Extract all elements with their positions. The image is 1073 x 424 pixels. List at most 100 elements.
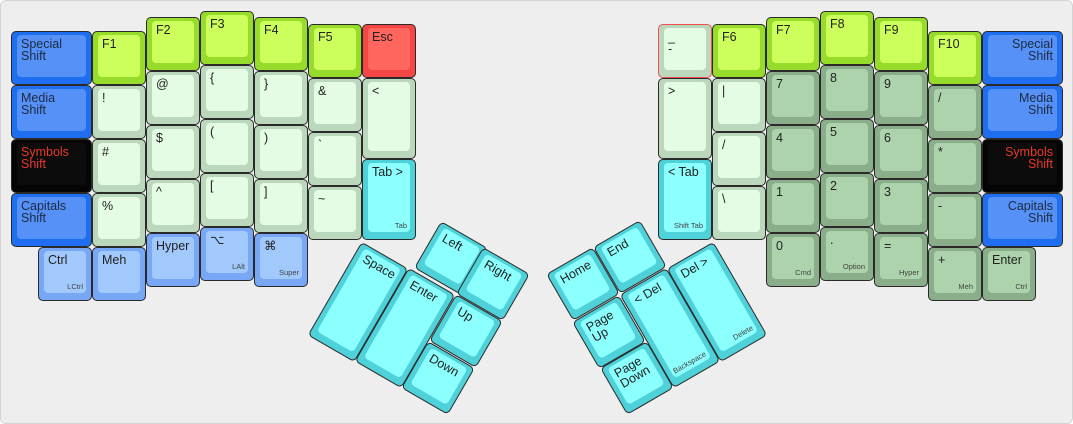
key-5: 5 [820,119,874,173]
keycap: _ - [664,28,706,70]
key-symbol: * [928,139,982,193]
key-label: F4 [264,23,279,37]
key-symbol: / [712,132,766,186]
key-label: / [722,138,726,152]
key-label: \ [722,192,726,206]
key-label: 6 [884,131,891,145]
key-label: ( [210,125,215,139]
key-symbol: = Hyper [874,233,928,287]
key-sublabel: Shift Tab [673,221,703,230]
keycap: 9 [880,75,922,117]
keycap: } [260,75,302,117]
key-label: Symbols Shift [21,145,69,171]
key-sublabel: Cmd [795,268,811,277]
key-label: Up [454,304,476,325]
key-f7: F7 [766,17,820,71]
keycap: ] [260,183,302,225]
key-sublabel: Tab [394,221,407,230]
key-special-shift: Special Shift [11,31,92,85]
key-f8: F8 [820,11,874,65]
keycap: ` [314,136,356,178]
key-label: Hyper [156,239,190,253]
keycap: 7 [772,75,814,117]
key-symbol: { [200,65,254,119]
key-label: . [830,233,834,247]
key-label: Meh [102,253,127,267]
key-symbol: - [928,193,982,247]
key-label: 7 [776,77,783,91]
key-symbol: ⌘ Super [254,233,308,287]
key-symbol: > [658,78,712,159]
key-sublabel: Option [842,262,865,271]
keycap: F10 [934,35,976,77]
key-meh: Meh [92,247,146,301]
key-symbol: ) [254,125,308,179]
key-f10: F10 [928,31,982,85]
key-label: Media Shift [1018,91,1053,117]
key-6: 6 [874,125,928,179]
key-label: F1 [102,37,117,51]
keycap: 3 [880,183,922,225]
keycap: 8 [826,69,868,111]
key-symbol: @ [146,71,200,125]
key-label: F9 [884,23,899,37]
keycap: Symbols Shift [17,143,86,185]
keycap: F2 [152,21,194,63]
key-label: Space [360,251,398,282]
key-label: 9 [884,77,891,91]
key-label: ^ [156,185,162,199]
keycap: Esc [368,28,410,70]
key-capitals-shift: Capitals Shift [11,193,92,247]
key-enter: Enter Ctrl [982,247,1036,301]
key-label: = [884,239,892,253]
key-label: Tab > [372,165,403,179]
key-label: F10 [938,37,960,51]
key-label: F2 [156,23,171,37]
key-label: Right [481,257,515,285]
key-2: 2 [820,173,874,227]
key-symbol: & [308,78,362,132]
keycap: F1 [98,35,140,77]
key-sublabel: Hyper [898,268,919,277]
key-label: Page Up [583,307,617,345]
keycap: ~ [314,190,356,232]
key-symbol: $ [146,125,200,179]
key-label: & [318,84,327,98]
key-label: * [938,145,943,159]
keycap: { [206,69,248,111]
keycap: - [934,197,976,239]
key-label: Capitals Shift [1007,199,1053,225]
key-label: > [668,84,676,98]
keycap: ! [98,89,140,131]
key-f9: F9 [874,17,928,71]
keycap: Symbols Shift [988,143,1057,185]
key-label: Ctrl [48,253,68,267]
key-label: | [722,84,726,98]
keycap: ^ [152,183,194,225]
keycap: F7 [772,21,814,63]
key-hyper: Hyper [146,233,200,287]
key-label: % [102,199,114,213]
key-symbol: } [254,71,308,125]
key-symbol: ( [200,119,254,173]
key-f6: F6 [712,24,766,78]
key-sublabel: Ctrl [1015,282,1027,291]
keycap: 5 [826,123,868,165]
keycap: Right [465,253,523,311]
keycap: End [600,226,658,284]
key-special-shift: Special Shift [982,31,1063,85]
keycap: | [718,82,760,124]
key-label: 2 [830,179,837,193]
key-symbol: ^ [146,179,200,233]
keycap: Hyper [152,237,194,279]
key-label: ] [264,185,268,199]
keycap: \ [718,190,760,232]
key-0: 0 Cmd [766,233,820,287]
key-f5: F5 [308,24,362,78]
key-symbol: [ [200,173,254,227]
key-label: < [372,84,380,98]
key-label: 4 [776,131,783,145]
key-symbols-shift: Symbols Shift [11,139,92,193]
key-capitals-shift: Capitals Shift [982,193,1063,247]
